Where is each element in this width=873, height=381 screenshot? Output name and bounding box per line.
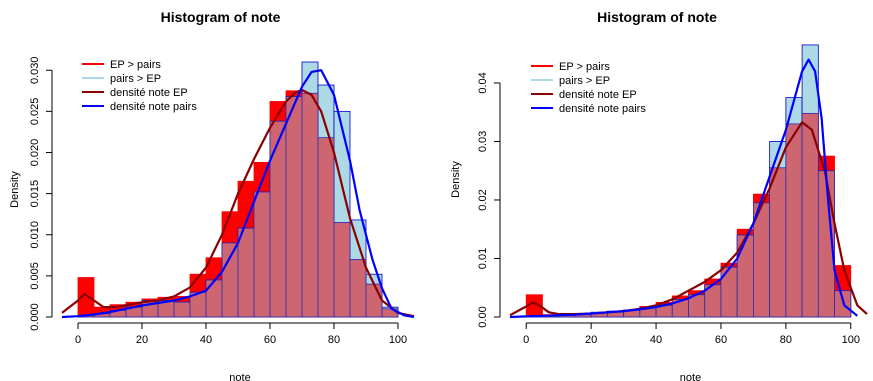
bar-overlap bbox=[769, 167, 787, 318]
bar-overlap bbox=[834, 290, 852, 318]
bar-overlap bbox=[317, 137, 335, 318]
density-line-ep bbox=[61, 88, 415, 318]
x-tick-label: 60 bbox=[715, 334, 727, 346]
y-tick-label: 0.03 bbox=[477, 131, 489, 152]
density-line-pairs bbox=[509, 58, 858, 319]
bar-overlap bbox=[269, 120, 287, 318]
bar-overlap bbox=[221, 242, 239, 318]
y-tick-label: 0.00 bbox=[477, 306, 489, 327]
bar-overlap bbox=[205, 279, 223, 318]
density-line-pairs bbox=[61, 69, 415, 319]
legend-label: pairs > EP bbox=[559, 75, 610, 87]
chart-title: Histogram of note bbox=[597, 9, 717, 25]
y-tick-label: 0.025 bbox=[29, 98, 41, 126]
legend-label: EP > pairs bbox=[559, 61, 610, 73]
histogram-chart-left: Histogram of note 0 20 40 60 80 100 note 0.000 0.… bbox=[9, 9, 415, 381]
bar-overlap bbox=[365, 283, 383, 318]
x-tick-label: 0 bbox=[523, 334, 529, 346]
bar-overlap bbox=[285, 96, 303, 318]
chart-title: Histogram of note bbox=[161, 9, 281, 25]
x-tick-label: 60 bbox=[264, 334, 276, 346]
bar-overlap bbox=[349, 259, 367, 318]
bar-overlap bbox=[301, 92, 319, 318]
legend-label: densité note pairs bbox=[559, 103, 646, 115]
bar-overlap bbox=[173, 301, 191, 318]
legend-label: densité note EP bbox=[110, 87, 188, 99]
x-tick-label: 80 bbox=[328, 334, 340, 346]
chart-panel-left: Histogram of note 0 20 40 60 80 100 note 0.000 0.… bbox=[9, 9, 415, 381]
density-line-ep bbox=[509, 121, 868, 317]
legend-label: densité note EP bbox=[559, 89, 637, 101]
x-tick-label: 0 bbox=[75, 334, 81, 346]
x-tick-label: 20 bbox=[585, 334, 597, 346]
legend-label: EP > pairs bbox=[110, 59, 161, 71]
x-tick-label: 100 bbox=[389, 334, 407, 346]
x-axis-label: note bbox=[229, 372, 250, 381]
legend-label: pairs > EP bbox=[110, 73, 161, 85]
x-tick-label: 80 bbox=[780, 334, 792, 346]
y-tick-label: 0.04 bbox=[477, 72, 489, 93]
histogram-chart-right: Histogram of note 0 20 40 60 80 100 note 0.00 0.0… bbox=[450, 9, 868, 381]
chart-panel-right: Histogram of note 0 20 40 60 80 100 note 0.00 0.0… bbox=[437, 0, 873, 381]
y-tick-label: 0.030 bbox=[29, 56, 41, 84]
bar-overlap bbox=[333, 222, 351, 318]
y-tick-label: 0.015 bbox=[29, 180, 41, 208]
y-axis-label: Density bbox=[9, 171, 21, 208]
legend-label: densité note pairs bbox=[110, 101, 197, 113]
x-tick-label: 40 bbox=[650, 334, 662, 346]
bar-overlap bbox=[237, 227, 255, 318]
bar-overlap bbox=[785, 123, 803, 318]
y-tick-label: 0.000 bbox=[29, 303, 41, 331]
x-tick-label: 40 bbox=[200, 334, 212, 346]
x-tick-label: 20 bbox=[136, 334, 148, 346]
y-tick-label: 0.010 bbox=[29, 221, 41, 249]
x-axis-label: note bbox=[680, 372, 701, 381]
y-tick-label: 0.005 bbox=[29, 262, 41, 290]
x-tick-label: 100 bbox=[842, 334, 860, 346]
y-tick-label: 0.02 bbox=[477, 189, 489, 210]
y-tick-label: 0.01 bbox=[477, 248, 489, 269]
y-axis-label: Density bbox=[450, 161, 462, 198]
y-tick-label: 0.020 bbox=[29, 139, 41, 167]
bar-overlap bbox=[253, 191, 271, 318]
